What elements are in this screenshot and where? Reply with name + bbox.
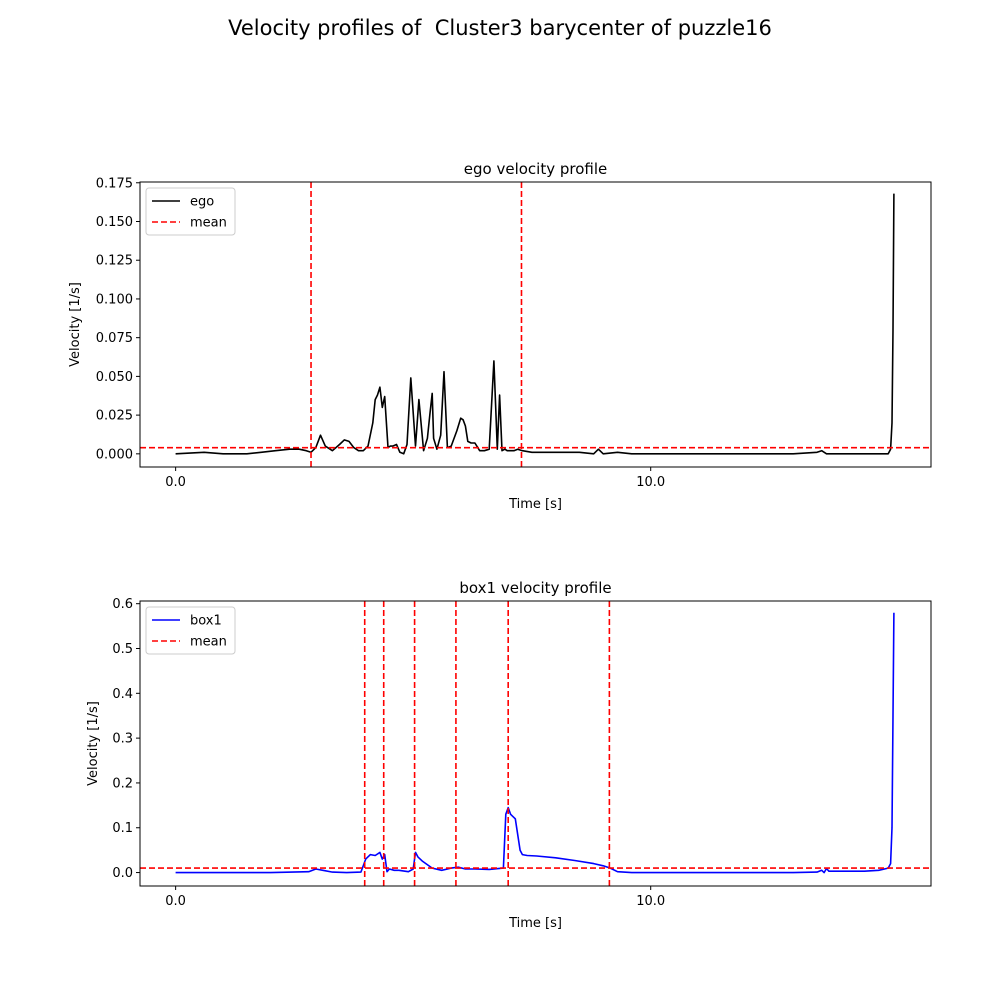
box1-ytick-label-0: 0.0 [112, 866, 133, 881]
ego-axes-frame [139, 181, 932, 468]
ego-ytick-label-5: 0.125 [96, 254, 133, 269]
figure-title: Velocity profiles of Cluster3 barycenter… [228, 16, 772, 40]
ego-xtick-label-0: 0.0 [165, 475, 186, 490]
box1-velocity-chart: 0.0 10.0 0.0 0.1 0.2 0.3 0.4 0.5 0.6 box1 velocit… [86, 579, 932, 931]
box1-axes-frame [139, 600, 932, 887]
ego-series-line [175, 193, 895, 455]
box1-ytick-label-2: 0.2 [112, 776, 133, 791]
ego-chart-title: ego velocity profile [464, 160, 607, 178]
ego-legend: ego mean [145, 187, 236, 236]
ego-plot-area [140, 182, 931, 467]
box1-ytick-label-6: 0.6 [112, 597, 133, 612]
ego-ytick-label-3: 0.075 [96, 331, 133, 346]
ego-y-axis-label: Velocity [1/s] [68, 282, 83, 367]
box1-y-axis-label: Velocity [1/s] [86, 701, 101, 786]
ego-xtick-label-1: 10.0 [636, 475, 665, 490]
box1-ytick-label-5: 0.5 [112, 642, 133, 657]
ego-legend-label-1: mean [190, 216, 227, 231]
box1-xtick-label-1: 10.0 [636, 894, 665, 909]
box1-legend: box1 mean [145, 606, 236, 655]
ego-velocity-chart: 0.0 10.0 0.000 0.025 0.050 0.075 0.100 0.125 0.1… [68, 160, 932, 512]
box1-ytick-label-3: 0.3 [112, 732, 133, 747]
box1-series-line [175, 612, 895, 874]
box1-x-axis-label: Time [s] [508, 916, 562, 931]
box1-ytick-label-4: 0.4 [112, 687, 133, 702]
box1-ytick-label-1: 0.1 [112, 821, 133, 836]
box1-plot-area [140, 601, 931, 886]
ego-ytick-label-6: 0.150 [96, 215, 133, 230]
box1-legend-label-0: box1 [190, 614, 222, 629]
box1-legend-label-1: mean [190, 635, 227, 650]
ego-ytick-label-7: 0.175 [96, 176, 133, 191]
ego-legend-label-0: ego [190, 195, 214, 210]
ego-x-axis-label: Time [s] [508, 497, 562, 512]
ego-ytick-label-2: 0.050 [96, 370, 133, 385]
box1-chart-title: box1 velocity profile [459, 579, 611, 597]
ego-ytick-label-0: 0.000 [96, 447, 133, 462]
box1-xtick-label-0: 0.0 [165, 894, 186, 909]
ego-ytick-label-4: 0.100 [96, 292, 133, 307]
ego-ytick-label-1: 0.025 [96, 409, 133, 424]
